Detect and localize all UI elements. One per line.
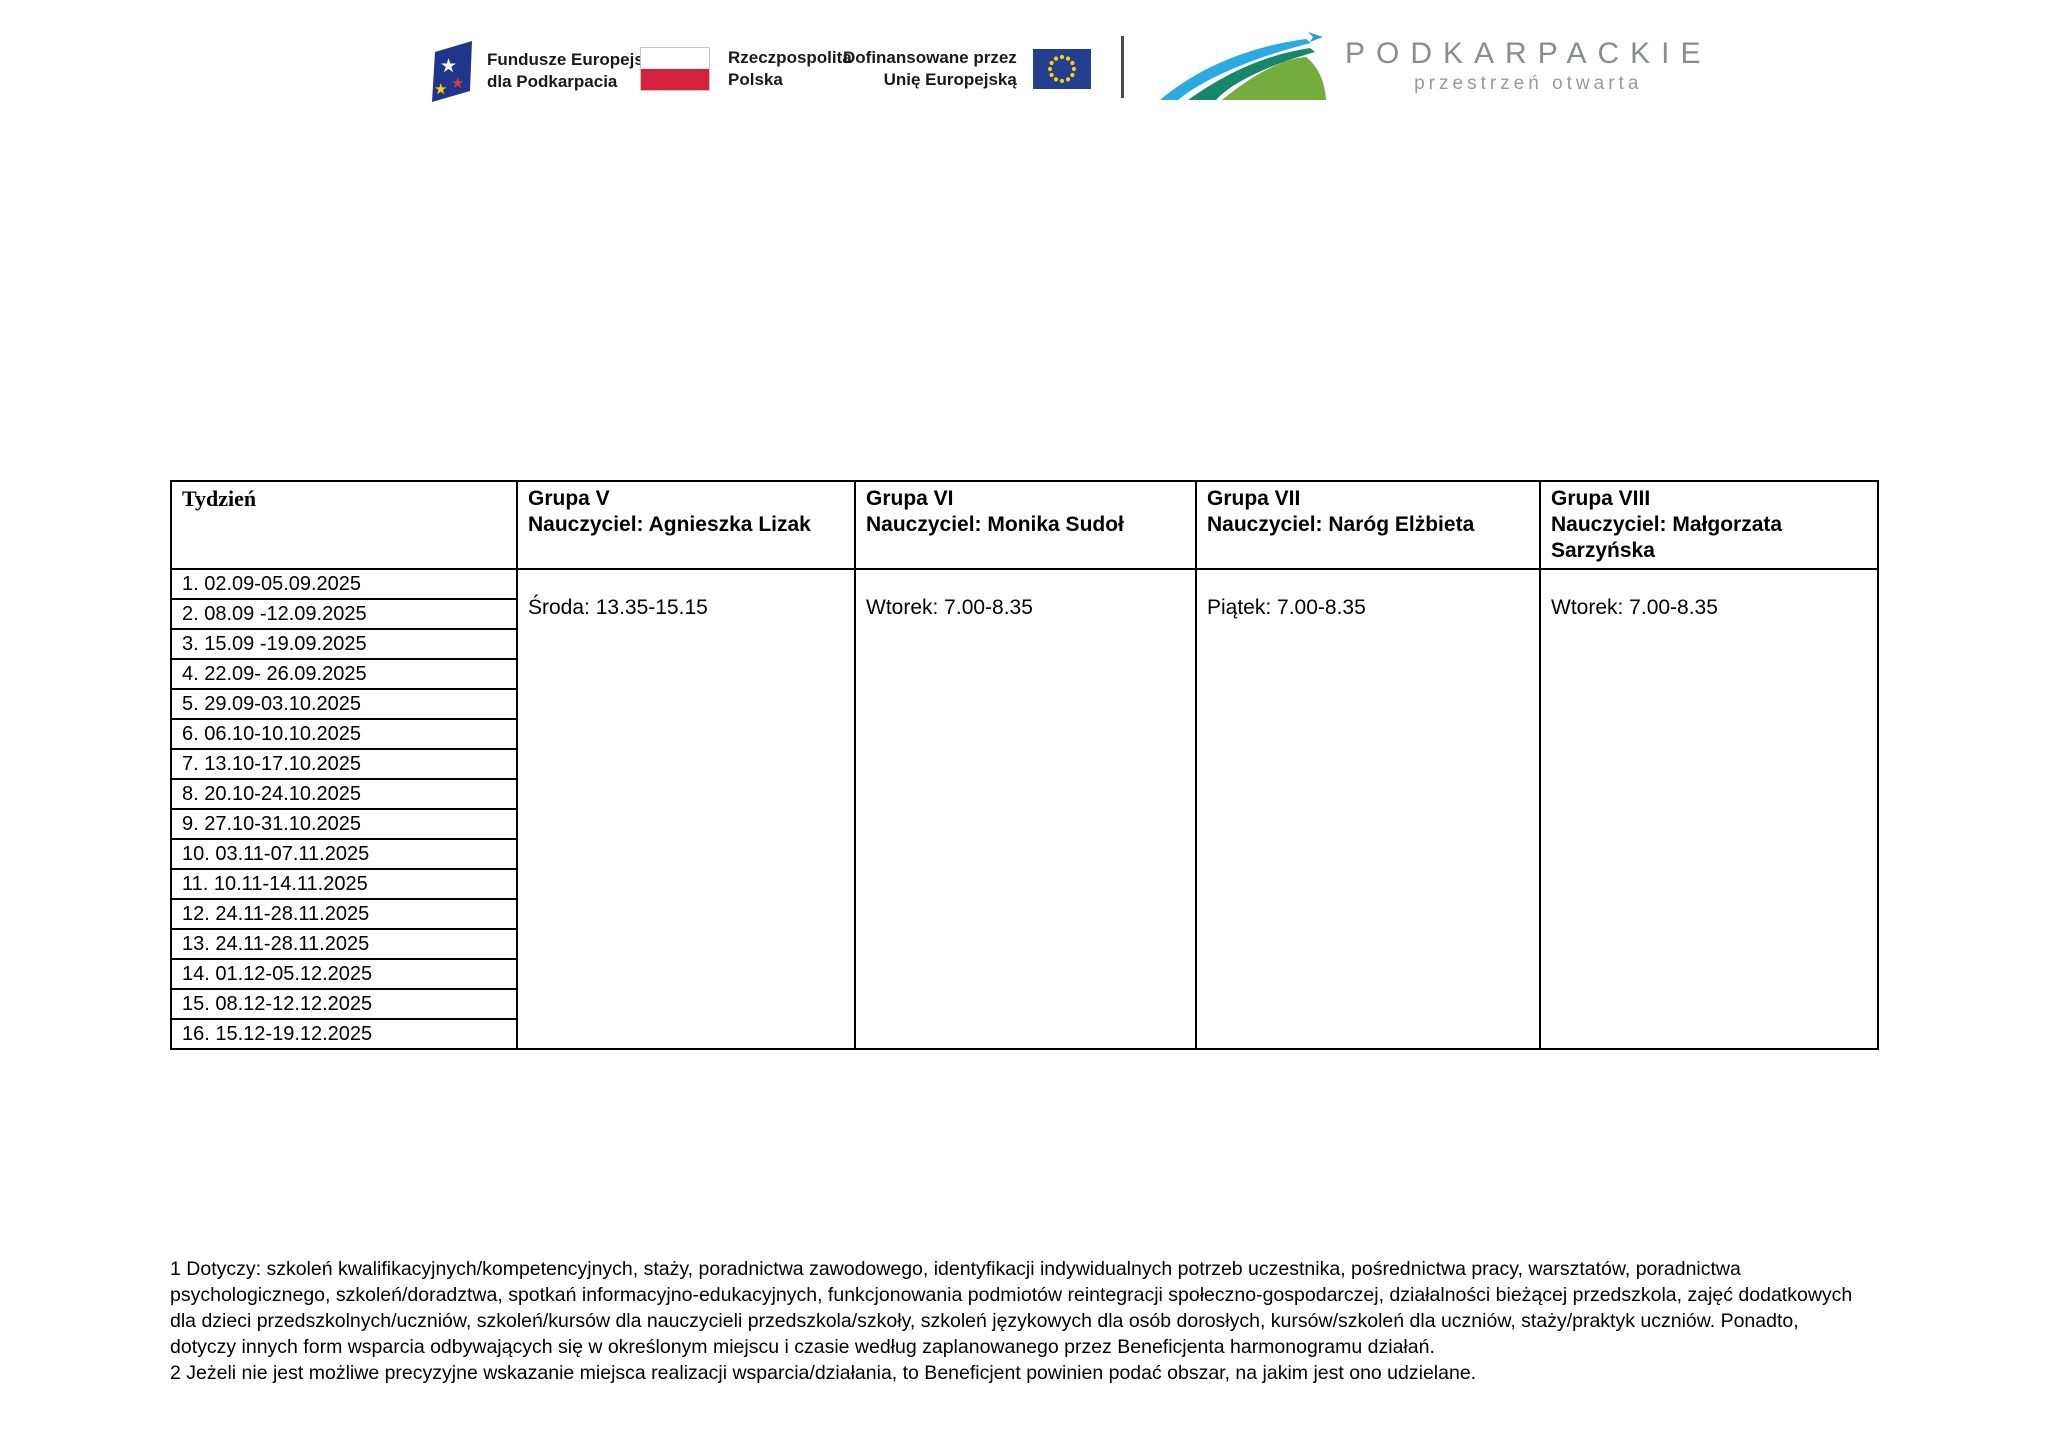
poland-label-line1: Rzeczpospolita [728,48,852,67]
podkarpackie-text: PODKARPACKIE przestrzeń otwarta [1345,37,1712,95]
eu-cofunded-label-line1: Dofinansowane przez [843,48,1017,67]
table-row: 6. 06.10-10.10.2025 [170,718,1878,750]
podkarpackie-title: PODKARPACKIE [1345,37,1712,70]
table-row: 9. 27.10-31.10.2025 [170,808,1878,840]
podkarpackie-subtitle: przestrzeń otwarta [1414,73,1643,94]
week-cell: 9. 27.10-31.10.2025 [170,808,518,840]
group-header-cell: Grupa V Nauczyciel: Agnieszka Lizak [516,480,856,570]
eu-flag-icon [1032,49,1091,89]
week-cell: 15. 08.12-12.12.2025 [170,988,518,1020]
schedule-cell: Środa: 13.35-15.15 [516,568,856,1050]
poland-flag-white-stripe [641,48,709,69]
group-name: Grupa V [528,487,610,510]
footnote-1: 1 Dotyczy: szkoleń kwalifikacyjnych/komp… [170,1258,1853,1358]
poland-label: Rzeczpospolita Polska [728,47,852,91]
week-cell: 7. 13.10-17.10.2025 [170,748,518,780]
eu-funds-label-line1: Fundusze Europejskie [487,50,668,69]
eu-cofunded-label: Dofinansowane przez Unię Europejską [843,47,1017,91]
table-row: 11. 10.11-14.11.2025 [170,868,1878,900]
footnote-2: 2 Jeżeli nie jest możliwe precyzyjne wsk… [170,1362,1477,1384]
eu-cofunded-logo: Dofinansowane przez Unię Europejską [843,47,1091,91]
table-row: 3. 15.09 -19.09.2025 [170,628,1878,660]
schedule-cell: Piątek: 7.00-8.35 [1195,568,1541,1050]
week-cell: 13. 24.11-28.11.2025 [170,928,518,960]
table-row: 1. 02.09-05.09.2025 Środa: 13.35-15.15 W… [170,568,1879,1050]
week-cell: 1. 02.09-05.09.2025 [170,568,518,600]
table-row: 14. 01.12-05.12.2025 [170,958,1878,990]
group-teacher: Nauczyciel: Monika Sudoł [866,513,1124,536]
week-cell: 6. 06.10-10.10.2025 [170,718,518,750]
schedule-cell: Wtorek: 7.00-8.35 [854,568,1197,1050]
week-cell: 8. 20.10-24.10.2025 [170,778,518,810]
table-row: 8. 20.10-24.10.2025 [170,778,1878,810]
group-name: Grupa VI [866,487,954,510]
week-cell: 14. 01.12-05.12.2025 [170,958,518,990]
svg-text:★: ★ [451,74,464,92]
group-teacher: Nauczyciel: Naróg Elżbieta [1207,513,1475,536]
eu-funds-label-line2: dla Podkarpacia [487,72,618,91]
header-divider [1121,36,1124,98]
week-cell: 16. 15.12-19.12.2025 [170,1018,518,1050]
week-cell: 12. 24.11-28.11.2025 [170,898,518,930]
week-cell: 11. 10.11-14.11.2025 [170,868,518,900]
group-header-cell: Grupa VIII Nauczyciel: Małgorzata Sarzyń… [1539,480,1879,570]
poland-label-line2: Polska [728,70,783,89]
svg-text:★: ★ [440,55,457,77]
week-column-header: Tydzień [170,480,518,570]
group-name: Grupa VII [1207,487,1301,510]
group-header-cell: Grupa VI Nauczyciel: Monika Sudoł [854,480,1197,570]
schedule-cell: Wtorek: 7.00-8.35 [1539,568,1879,1050]
schedule-table: Tydzień Grupa V Nauczyciel: Agnieszka Li… [170,480,1879,1050]
poland-logo: Rzeczpospolita Polska [640,47,852,91]
eu-funds-logo: ★ ★ ★ Fundusze Europejskie dla Podkarpac… [430,38,667,104]
poland-flag-red-stripe [641,69,709,90]
table-row: 5. 29.09-03.10.2025 [170,688,1878,720]
week-cell: 3. 15.09 -19.09.2025 [170,628,518,660]
table-row: 10. 03.11-07.11.2025 [170,838,1878,870]
table-row: 7. 13.10-17.10.2025 [170,748,1878,780]
eu-cofunded-label-line2: Unię Europejską [883,70,1017,89]
group-teacher: Nauczyciel: Małgorzata Sarzyńska [1551,513,1783,562]
table-row: 13. 24.11-28.11.2025 [170,928,1878,960]
table-row: 2. 08.09 -12.09.2025 [170,598,1878,630]
footnotes: 1 Dotyczy: szkoleń kwalifikacyjnych/komp… [170,1256,1864,1386]
group-header-cell: Grupa VII Nauczyciel: Naróg Elżbieta [1195,480,1541,570]
poland-flag-icon [640,47,710,91]
table-row: 4. 22.09- 26.09.2025 [170,658,1878,690]
table-row: 12. 24.11-28.11.2025 [170,898,1878,930]
table-row: 16. 15.12-19.12.2025 [170,1018,1878,1050]
table-header-row: Tydzień Grupa V Nauczyciel: Agnieszka Li… [170,480,1879,570]
week-cell: 4. 22.09- 26.09.2025 [170,658,518,690]
svg-text:★: ★ [434,80,447,98]
podkarpackie-logo: PODKARPACKIE przestrzeń otwarta [1160,30,1712,102]
group-teacher: Nauczyciel: Agnieszka Lizak [528,513,811,536]
group-name: Grupa VIII [1551,487,1651,510]
week-cell: 5. 29.09-03.10.2025 [170,688,518,720]
eu-funds-label: Fundusze Europejskie dla Podkarpacia [487,49,667,93]
week-cell: 10. 03.11-07.11.2025 [170,838,518,870]
week-cell: 2. 08.09 -12.09.2025 [170,598,518,630]
podkarpackie-swoosh-icon [1160,32,1326,100]
table-row: 15. 08.12-12.12.2025 [170,988,1878,1020]
eu-funds-flag-icon: ★ ★ ★ [432,41,472,102]
